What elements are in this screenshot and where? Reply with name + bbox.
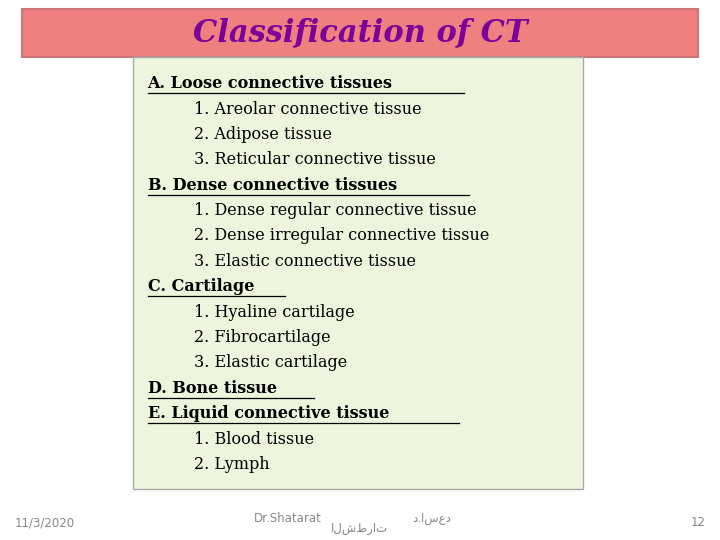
Text: 1. Dense regular connective tissue: 1. Dense regular connective tissue xyxy=(194,202,477,219)
Text: 2. Adipose tissue: 2. Adipose tissue xyxy=(194,126,333,143)
Text: D. Bone tissue: D. Bone tissue xyxy=(148,380,276,397)
Text: 3. Elastic cartilage: 3. Elastic cartilage xyxy=(194,354,348,372)
Text: E. Liquid connective tissue: E. Liquid connective tissue xyxy=(148,405,389,422)
Text: 2. Dense irregular connective tissue: 2. Dense irregular connective tissue xyxy=(194,227,490,245)
Text: د.اسعد: د.اسعد xyxy=(413,512,451,525)
Text: 3. Elastic connective tissue: 3. Elastic connective tissue xyxy=(194,253,416,270)
Text: Dr.Shatarat: Dr.Shatarat xyxy=(254,512,322,525)
Text: 2. Fibrocartilage: 2. Fibrocartilage xyxy=(194,329,331,346)
Text: A. Loose connective tissues: A. Loose connective tissues xyxy=(148,75,392,92)
Text: 1. Areolar connective tissue: 1. Areolar connective tissue xyxy=(194,100,422,118)
FancyBboxPatch shape xyxy=(133,57,583,489)
Text: 3. Reticular connective tissue: 3. Reticular connective tissue xyxy=(194,151,436,168)
FancyBboxPatch shape xyxy=(22,9,698,57)
Text: الشطرات: الشطرات xyxy=(331,522,389,535)
Text: 1. Hyaline cartilage: 1. Hyaline cartilage xyxy=(194,303,355,321)
Text: C. Cartilage: C. Cartilage xyxy=(148,278,254,295)
Text: 2. Lymph: 2. Lymph xyxy=(194,456,270,473)
Text: 1. Blood tissue: 1. Blood tissue xyxy=(194,430,315,448)
Text: B. Dense connective tissues: B. Dense connective tissues xyxy=(148,177,397,194)
Text: 12: 12 xyxy=(690,516,706,529)
Text: Classification of CT: Classification of CT xyxy=(193,17,527,49)
Text: 11/3/2020: 11/3/2020 xyxy=(14,516,75,529)
